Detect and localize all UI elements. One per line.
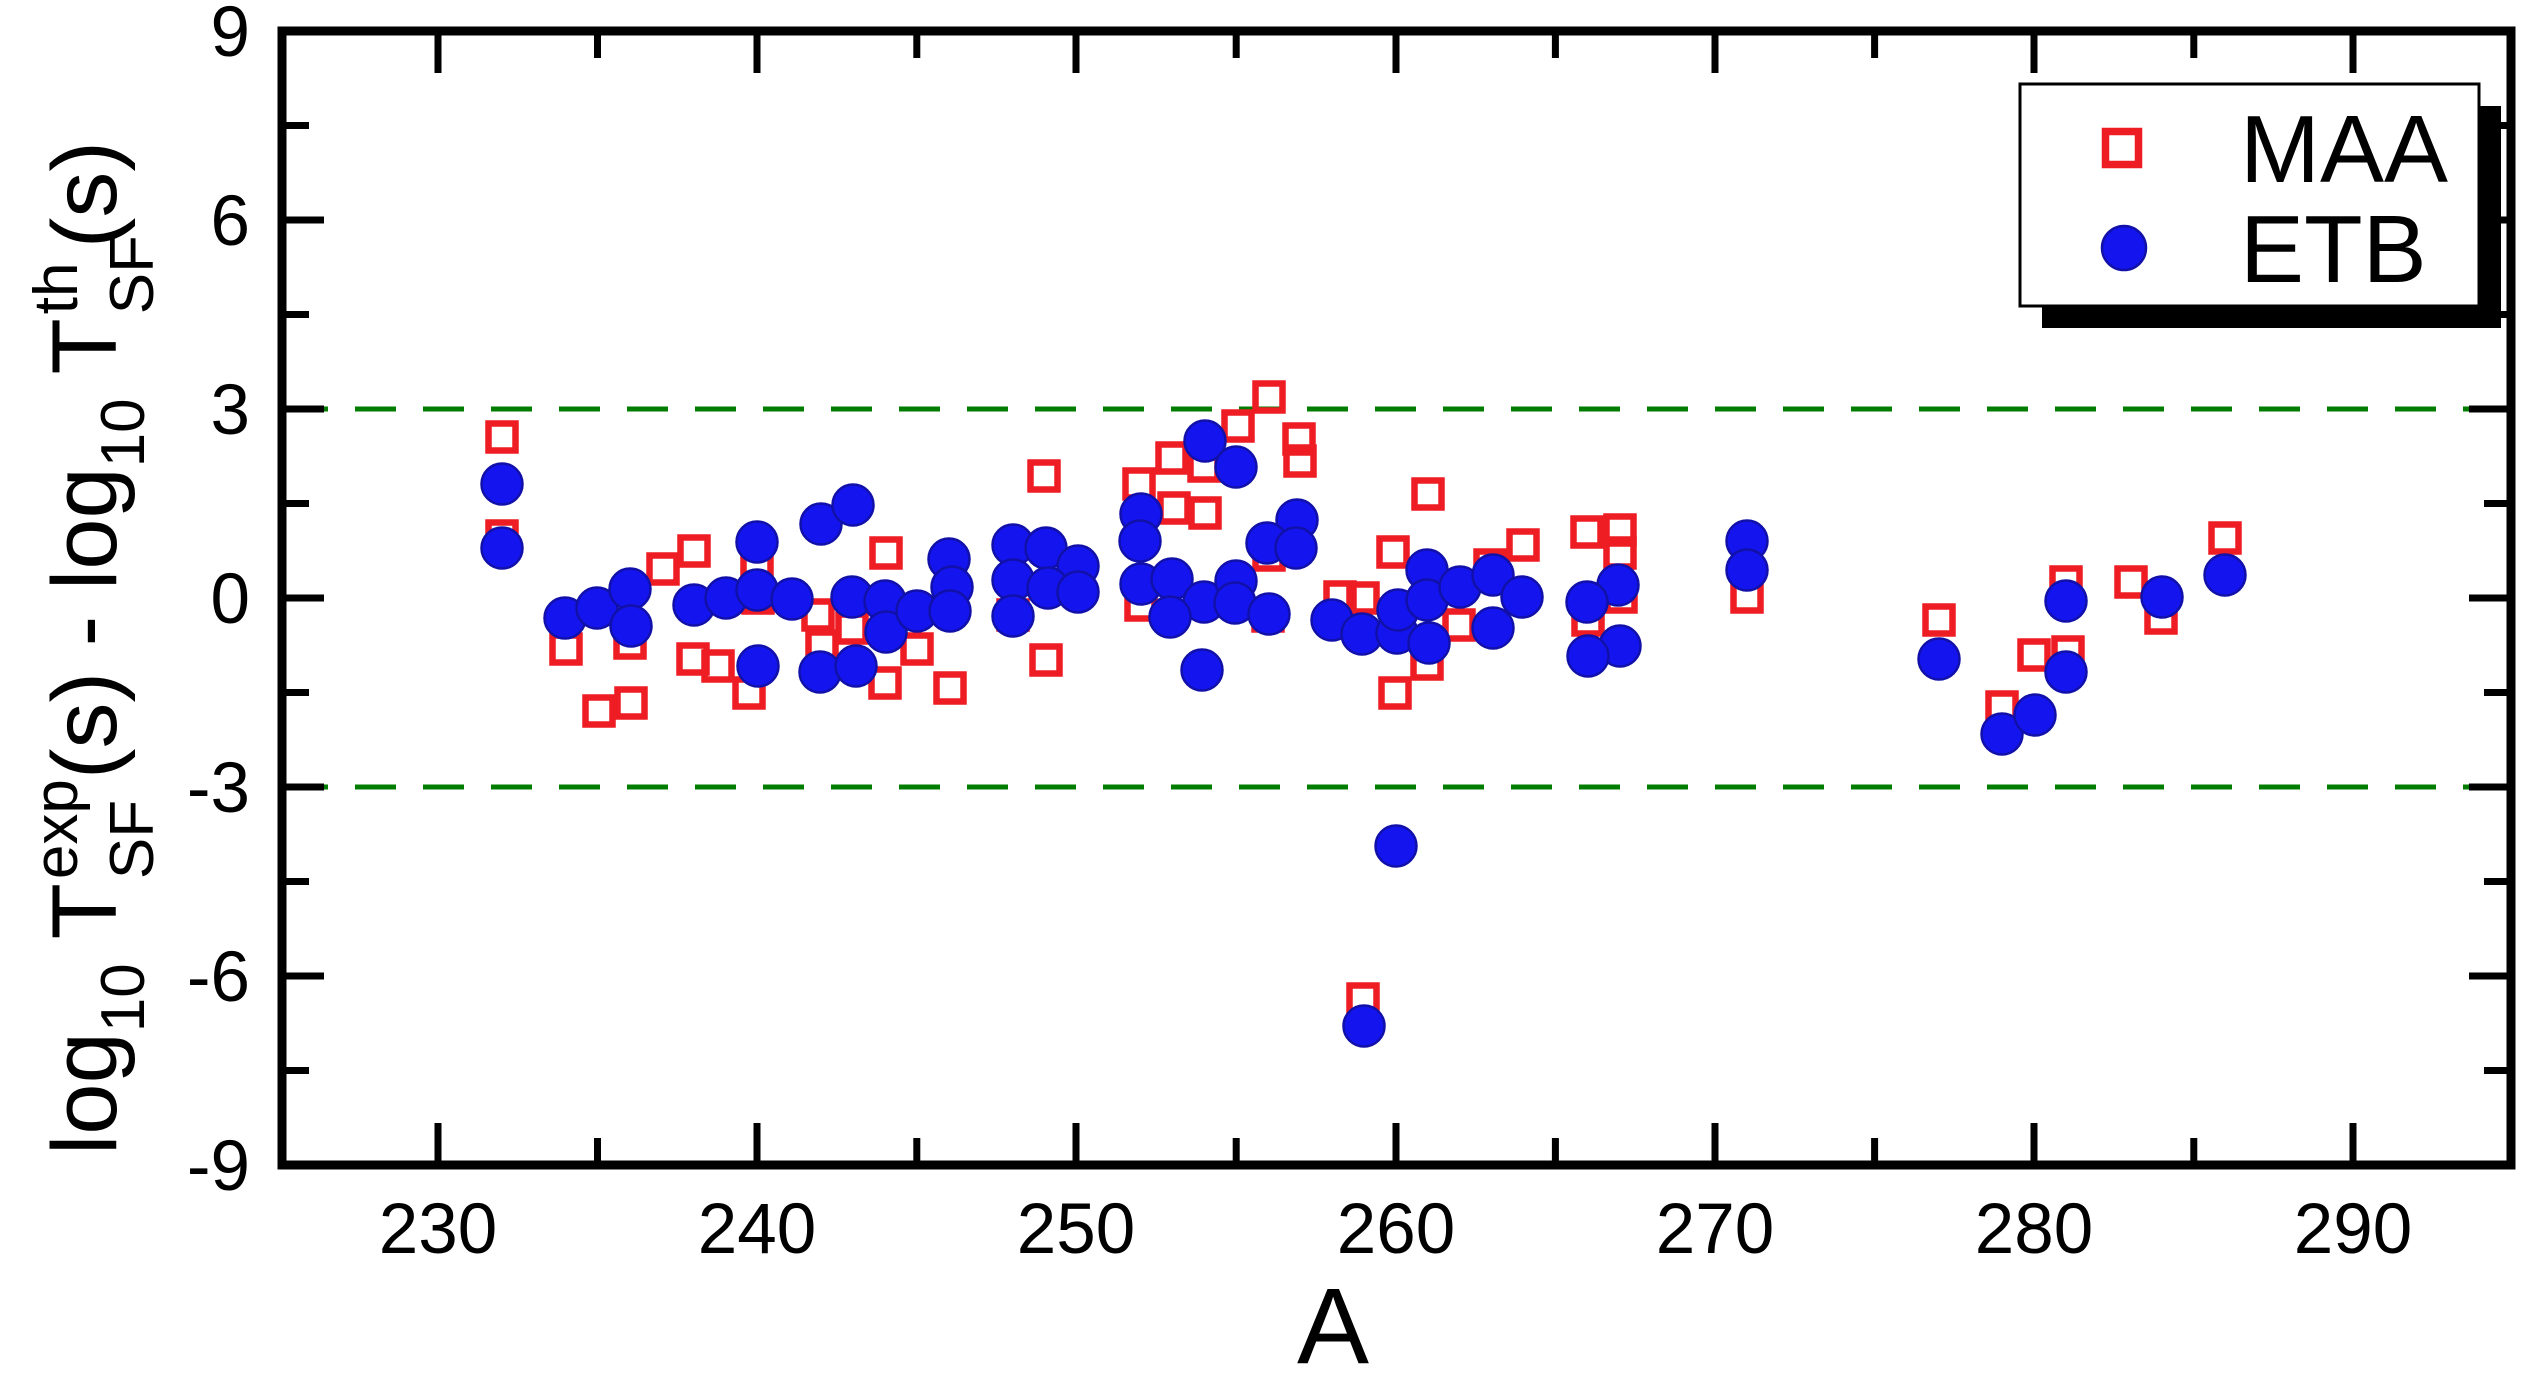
svg-text:3: 3 — [211, 371, 251, 450]
svg-text:240: 240 — [698, 1190, 816, 1269]
svg-text:ETB: ETB — [2240, 196, 2427, 303]
svg-text:-3: -3 — [187, 749, 250, 828]
svg-text:290: 290 — [2294, 1190, 2412, 1269]
svg-text:MAA: MAA — [2240, 96, 2448, 203]
svg-text:280: 280 — [1975, 1190, 2093, 1269]
svg-text:-6: -6 — [187, 938, 250, 1017]
svg-text:0: 0 — [211, 560, 251, 639]
svg-text:6: 6 — [211, 182, 251, 261]
svg-text:260: 260 — [1337, 1190, 1455, 1269]
svg-text:270: 270 — [1656, 1190, 1774, 1269]
svg-text:A: A — [1297, 1265, 1369, 1386]
svg-text:230: 230 — [379, 1190, 497, 1269]
svg-text:-9: -9 — [187, 1127, 250, 1206]
svg-text:250: 250 — [1017, 1190, 1135, 1269]
svg-text:9: 9 — [211, 0, 251, 72]
